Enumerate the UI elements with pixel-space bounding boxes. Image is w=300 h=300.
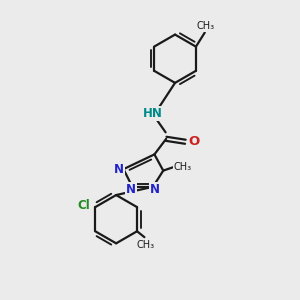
Text: CH₃: CH₃ xyxy=(137,240,155,250)
Text: Cl: Cl xyxy=(77,199,90,212)
Text: N: N xyxy=(114,163,124,176)
Text: HN: HN xyxy=(143,107,163,120)
Text: CH₃: CH₃ xyxy=(174,162,192,172)
Text: N: N xyxy=(126,183,136,196)
Text: CH₃: CH₃ xyxy=(196,21,215,31)
Text: N: N xyxy=(150,183,160,196)
Text: O: O xyxy=(188,135,200,148)
